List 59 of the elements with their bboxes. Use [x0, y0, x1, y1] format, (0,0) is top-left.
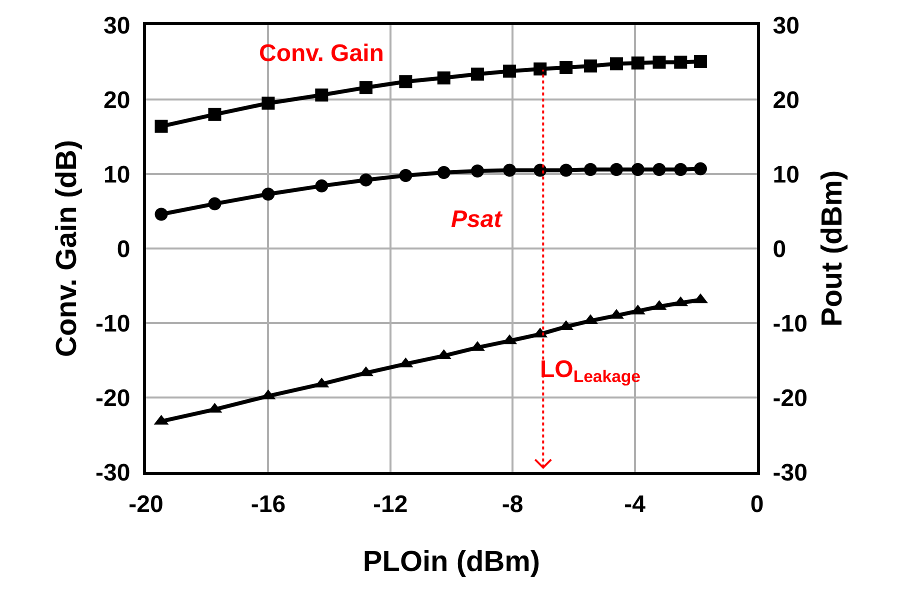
point [503, 64, 516, 78]
y2-tick-label: 10 [772, 161, 800, 188]
y-axis-title: Conv. Gain (dB) [51, 140, 83, 357]
point [154, 208, 168, 221]
point [470, 68, 484, 81]
point [674, 56, 688, 69]
y2-tick-label: 30 [772, 12, 800, 40]
x-tick-label: -12 [373, 490, 408, 518]
point [503, 164, 516, 177]
point [534, 164, 547, 177]
y-tick-label: 30 [103, 12, 130, 40]
point [315, 88, 328, 102]
y-tick-label: 10 [103, 161, 130, 188]
point [694, 55, 707, 68]
point [652, 56, 666, 69]
x-tick-label: -16 [250, 490, 286, 518]
point [584, 163, 597, 176]
series-label: Conv. Gain [259, 40, 384, 67]
y-tick-label: -20 [96, 384, 130, 412]
y2-tick-label: -20 [772, 384, 808, 412]
point [359, 81, 372, 94]
point [584, 59, 597, 72]
point [399, 168, 412, 182]
point [674, 163, 688, 176]
y2-tick-label: 20 [772, 86, 800, 114]
series-label: Psat [451, 206, 503, 233]
point [652, 163, 666, 176]
point [694, 162, 707, 176]
point [470, 164, 484, 178]
point [534, 62, 547, 76]
point [437, 166, 450, 180]
point [262, 188, 275, 201]
point [154, 120, 168, 133]
y-tick-label: 20 [103, 86, 130, 114]
y2-tick-label: 0 [772, 236, 786, 263]
x-tick-label: -20 [128, 490, 164, 518]
point [262, 96, 275, 110]
y-tick-label: 0 [116, 236, 130, 263]
point [208, 197, 222, 210]
point [315, 179, 328, 192]
point [208, 108, 222, 121]
x-tick-label: -8 [502, 490, 524, 518]
point [560, 164, 573, 177]
y2-tick-label: -30 [772, 459, 808, 486]
point [631, 56, 644, 70]
point [359, 173, 372, 186]
point [437, 71, 450, 84]
y-tick-label: -10 [96, 310, 130, 338]
point [560, 60, 573, 74]
y-tick-label: -30 [96, 459, 130, 486]
point [610, 163, 623, 176]
y2-axis-title: Pout (dBm) [816, 170, 848, 327]
point [631, 163, 644, 176]
x-axis-title: PLOin (dBm) [362, 546, 540, 578]
point [610, 57, 623, 70]
y2-tick-label: -10 [772, 310, 808, 338]
x-tick-label: -4 [624, 490, 646, 518]
x-tick-label: 0 [750, 490, 764, 518]
point [399, 75, 412, 88]
